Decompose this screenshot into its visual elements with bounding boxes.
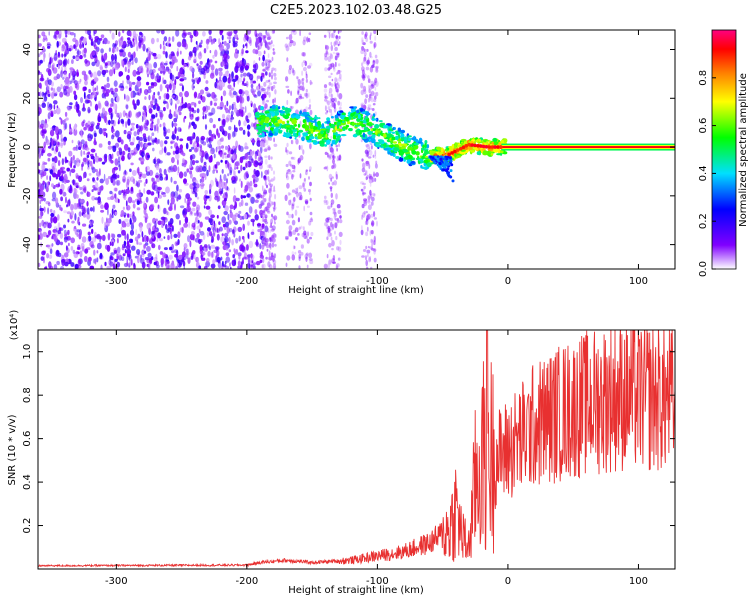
snr-frame bbox=[37, 329, 676, 570]
x-tick-label: -300 bbox=[105, 576, 128, 587]
figure-title: C2E5.2023.102.03.48.G25 bbox=[270, 3, 442, 18]
x-tick-label: -300 bbox=[105, 276, 128, 287]
colorbar-tick-label: 0.2 bbox=[698, 213, 709, 229]
x-tick-label: -200 bbox=[236, 276, 259, 287]
snr-x-label: Height of straight line (km) bbox=[288, 585, 424, 596]
snr-plot-area bbox=[38, 330, 675, 568]
x-tick-label: 0 bbox=[505, 276, 511, 287]
spectrogram-y-ticks: -40 -20 0 20 40 bbox=[22, 43, 675, 253]
colorbar-label: Normalized spectral amplitude bbox=[738, 73, 749, 227]
y-tick-label: 0.6 bbox=[22, 431, 33, 447]
snr-x-ticks: -300 -200 -100 0 100 bbox=[105, 330, 648, 587]
colorbar-tick-label: 0.4 bbox=[698, 165, 709, 181]
spectrogram-x-ticks: -300 -200 -100 0 100 bbox=[105, 30, 648, 287]
y-tick-label: 20 bbox=[22, 92, 33, 105]
spectrogram-frame bbox=[37, 29, 676, 270]
colorbar-ticks: 0.0 0.2 0.4 0.6 0.8 bbox=[698, 70, 716, 277]
colorbar: 0.0 0.2 0.4 0.6 0.8 Normalized spectral ampl… bbox=[698, 29, 749, 277]
colorbar-gradient bbox=[711, 29, 737, 270]
x-tick-label: 100 bbox=[629, 576, 648, 587]
snr-y-ticks: 0.2 0.4 0.6 0.8 1.0 bbox=[22, 344, 675, 534]
y-tick-label: 0 bbox=[22, 144, 33, 150]
y-tick-label: -40 bbox=[22, 236, 33, 252]
spectrogram-y-label: Frequency (Hz) bbox=[7, 112, 18, 188]
y-tick-label: 0.8 bbox=[22, 387, 33, 403]
y-tick-label: 40 bbox=[22, 43, 33, 56]
x-tick-label: 100 bbox=[629, 276, 648, 287]
y-tick-label: 0.4 bbox=[22, 474, 33, 490]
snr-series-line bbox=[38, 330, 675, 568]
x-tick-label: 0 bbox=[505, 576, 511, 587]
y-tick-label: 1.0 bbox=[22, 344, 33, 360]
snr-panel: -300 -200 -100 0 100 0.2 0.4 0.6 0.8 1.0 Height … bbox=[7, 310, 676, 596]
snr-y-label: SNR (10 * v/v) bbox=[7, 414, 18, 485]
carrier-band-core bbox=[501, 146, 675, 149]
x-tick-label: -100 bbox=[366, 576, 389, 587]
colorbar-tick-label: 0.6 bbox=[698, 118, 709, 134]
spectrogram-x-label: Height of straight line (km) bbox=[288, 285, 424, 296]
colorbar-tick-label: 0.8 bbox=[698, 70, 709, 86]
snr-y-exponent: (x10⁴) bbox=[9, 310, 20, 341]
spectrogram-plot-area bbox=[38, 30, 675, 269]
colorbar-tick-label: 0.0 bbox=[698, 261, 709, 277]
x-tick-label: -100 bbox=[366, 276, 389, 287]
y-tick-label: -20 bbox=[22, 188, 33, 204]
y-tick-label: 0.2 bbox=[22, 518, 33, 534]
x-tick-label: -200 bbox=[236, 576, 259, 587]
